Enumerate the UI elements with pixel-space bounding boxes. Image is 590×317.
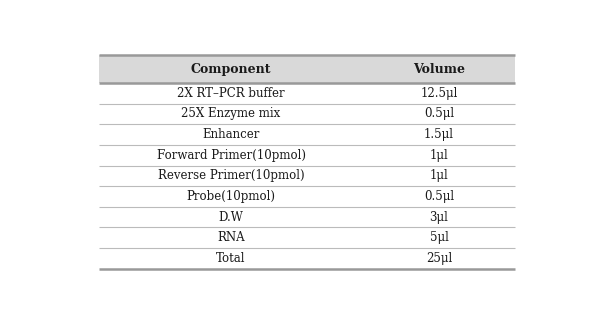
Text: 12.5μl: 12.5μl [420,87,458,100]
Text: RNA: RNA [217,231,245,244]
Text: 0.5μl: 0.5μl [424,190,454,203]
Text: Probe(10pmol): Probe(10pmol) [186,190,276,203]
Text: 3μl: 3μl [430,210,448,223]
Text: 5μl: 5μl [430,231,448,244]
Text: Volume: Volume [413,62,465,75]
Text: 25μl: 25μl [426,252,452,265]
Text: Total: Total [217,252,246,265]
Text: Enhancer: Enhancer [202,128,260,141]
Text: 2X RT–PCR buffer: 2X RT–PCR buffer [177,87,285,100]
Text: 1.5μl: 1.5μl [424,128,454,141]
Text: 1μl: 1μl [430,169,448,182]
Text: Component: Component [191,62,271,75]
Text: 25X Enzyme mix: 25X Enzyme mix [181,107,281,120]
Bar [99,55,515,83]
Text: Forward Primer(10pmol): Forward Primer(10pmol) [156,149,306,162]
Text: 0.5μl: 0.5μl [424,107,454,120]
Text: D.W: D.W [218,210,244,223]
Text: 1μl: 1μl [430,149,448,162]
Text: Reverse Primer(10pmol): Reverse Primer(10pmol) [158,169,304,182]
